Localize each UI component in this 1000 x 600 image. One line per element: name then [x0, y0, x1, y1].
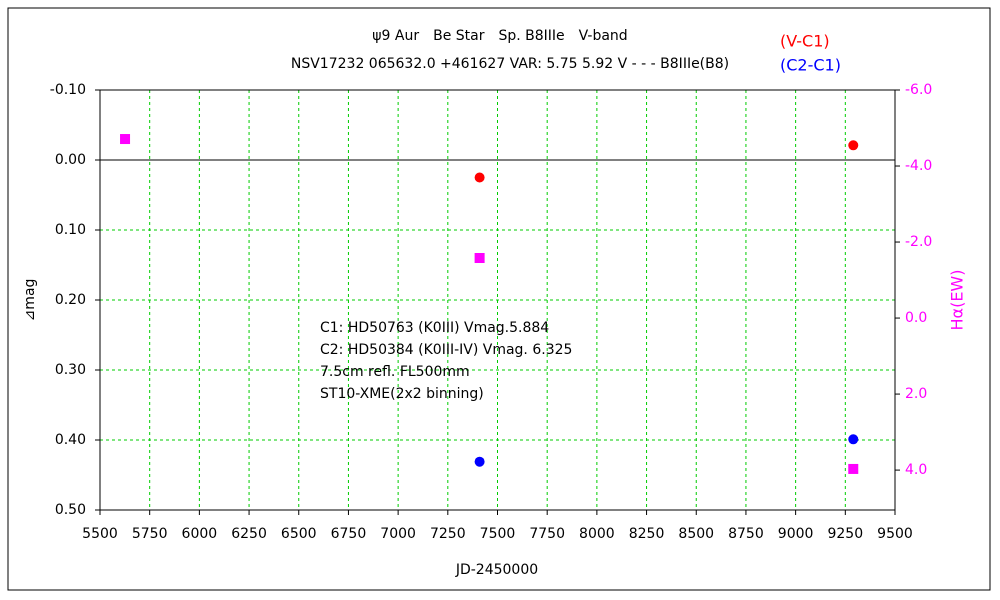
x-tick-label: 8000 [579, 526, 615, 542]
y-axis-label: ⊿mag [22, 279, 38, 322]
y2-tick-label: 4.0 [905, 462, 927, 478]
x-tick-label: 6000 [182, 526, 218, 542]
y-tick-label: 0.30 [55, 362, 86, 378]
legend-entry: (V-C1) [780, 32, 830, 51]
x-tick-label: 6250 [231, 526, 267, 542]
chart-subtitle: NSV17232 065632.0 +461627 VAR: 5.75 5.92… [291, 56, 729, 72]
x-tick-label: 7750 [529, 526, 565, 542]
point [474, 172, 485, 183]
chart-border [7, 7, 991, 591]
x-tick-label: 8250 [629, 526, 665, 542]
y2-tick-label: -6.0 [905, 82, 932, 98]
point [848, 434, 859, 445]
x-tick-label: 7500 [480, 526, 516, 542]
x-tick-label: 6500 [281, 526, 317, 542]
x-tick-label: 9000 [778, 526, 814, 542]
x-tick-label: 7000 [380, 526, 416, 542]
y-tick-label: -0.10 [50, 82, 86, 98]
x-tick-label: 9250 [827, 526, 863, 542]
annotation: C2: HD50384 (K0III-IV) Vmag. 6.325 [320, 342, 572, 358]
y-tick-label: 0.40 [55, 432, 86, 448]
y2-tick-label: -2.0 [905, 234, 932, 250]
x-tick-label: 7250 [430, 526, 466, 542]
plot-frame [99, 89, 896, 511]
x-tick-label: 6750 [331, 526, 367, 542]
point [848, 140, 859, 151]
annotation: ST10-XME(2x2 binning) [320, 386, 484, 402]
y-tick-label: 0.00 [55, 152, 86, 168]
y2-tick-label: 2.0 [905, 386, 927, 402]
y-tick-label: 0.20 [55, 292, 86, 308]
y2-axis-label: Hα(EW) [948, 270, 967, 331]
point [120, 134, 131, 145]
x-tick-label: 8500 [678, 526, 714, 542]
y2-tick-label: 0.0 [905, 310, 927, 326]
y-tick-label: 0.50 [55, 502, 86, 518]
x-tick-label: 5750 [132, 526, 168, 542]
point [474, 456, 485, 467]
y2-tick-label: -4.0 [905, 158, 932, 174]
point [474, 253, 485, 263]
legend-entry: (C2-C1) [780, 56, 841, 75]
x-tick-label: 8750 [728, 526, 764, 542]
y-tick-label: 0.10 [55, 222, 86, 238]
chart-title: ψ9 Aur Be Star Sp. B8IIIe V-band [372, 28, 627, 44]
annotation: C1: HD50763 (K0III) Vmag.5.884 [320, 320, 549, 336]
x-axis-label: JD-2450000 [455, 562, 538, 578]
x-tick-label: 9500 [877, 526, 913, 542]
point [848, 463, 859, 474]
x-tick-label: 5500 [82, 526, 118, 542]
annotation: 7.5cm refl. FL500mm [320, 364, 470, 380]
